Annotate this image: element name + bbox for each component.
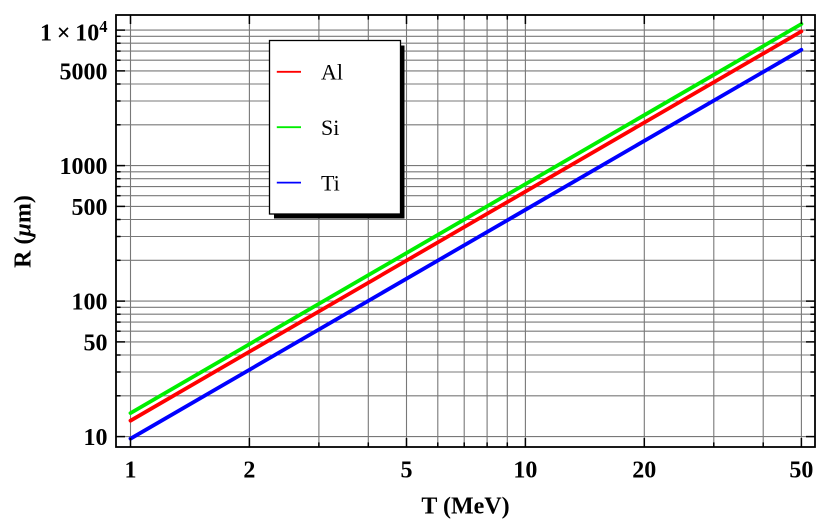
svg-text:Ti: Ti [321, 170, 340, 195]
svg-text:5: 5 [401, 457, 413, 483]
svg-text:50: 50 [84, 331, 108, 357]
svg-text:Si: Si [321, 115, 339, 140]
svg-text:1 × 104: 1 × 104 [40, 17, 108, 47]
svg-text:Al: Al [321, 60, 343, 85]
svg-text:1: 1 [125, 457, 137, 483]
svg-text:20: 20 [632, 457, 656, 483]
svg-text:2: 2 [243, 457, 255, 483]
svg-text:T (MeV): T (MeV) [421, 494, 509, 520]
svg-text:5000: 5000 [60, 60, 108, 86]
svg-text:1000: 1000 [60, 154, 108, 180]
svg-text:100: 100 [72, 290, 108, 316]
svg-text:50: 50 [789, 457, 813, 483]
svg-text:500: 500 [72, 195, 108, 221]
svg-text:10: 10 [513, 457, 537, 483]
svg-text:R (μm): R (μm) [11, 195, 37, 268]
svg-text:10: 10 [84, 425, 108, 451]
